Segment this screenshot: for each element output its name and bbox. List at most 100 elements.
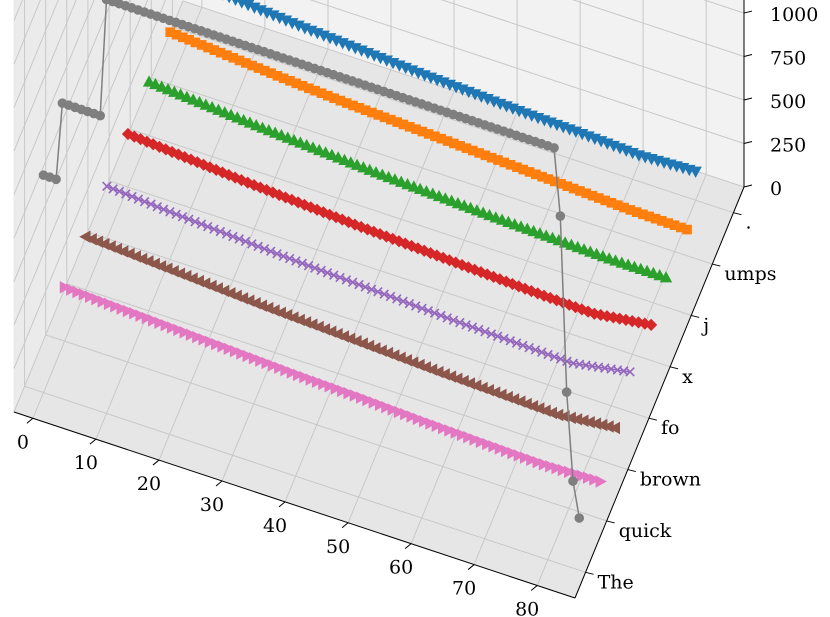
x-tick-mark <box>89 438 97 445</box>
data-point <box>161 83 175 95</box>
data-point <box>342 216 355 229</box>
data-point <box>274 361 286 374</box>
data-point <box>322 268 333 278</box>
data-point <box>361 223 374 236</box>
data-point <box>456 428 469 442</box>
data-point <box>310 203 324 216</box>
data-point <box>392 294 402 304</box>
data-point <box>360 282 371 292</box>
data-point <box>495 213 509 225</box>
data-point <box>455 317 465 328</box>
x-tick-label: 10 <box>74 452 98 474</box>
data-point <box>59 281 72 294</box>
data-point <box>259 244 270 254</box>
data-point <box>615 256 629 268</box>
data-point <box>561 387 572 397</box>
data-point <box>250 118 263 131</box>
y-tick-mark <box>733 212 742 216</box>
data-point <box>609 254 622 266</box>
data-point <box>185 328 198 341</box>
y-tick-label: umps <box>724 263 776 285</box>
data-point <box>531 287 544 300</box>
grid-line-z <box>13 0 95 195</box>
x-tick-mark <box>404 543 412 550</box>
data-point <box>128 130 141 143</box>
data-point <box>596 250 610 262</box>
data-point <box>410 301 421 311</box>
data-point <box>152 201 163 212</box>
data-point <box>280 363 292 377</box>
data-point <box>297 258 308 269</box>
data-point <box>546 231 559 244</box>
data-point <box>407 180 421 192</box>
data-point <box>354 279 364 290</box>
data-point <box>500 275 513 288</box>
data-point <box>324 380 336 393</box>
grid-line-z <box>13 0 745 282</box>
x-tick-label: 60 <box>389 557 413 579</box>
data-point <box>362 393 374 407</box>
x-tick-mark <box>26 417 34 424</box>
data-point <box>236 347 248 360</box>
data-point <box>146 199 156 209</box>
data-point <box>463 430 475 444</box>
y-tick-label: . <box>745 212 751 234</box>
data-point <box>91 292 103 306</box>
data-point <box>373 287 383 297</box>
data-point <box>165 207 175 217</box>
data-point <box>476 206 490 218</box>
data-point <box>368 396 380 409</box>
data-point <box>234 234 244 244</box>
data-point <box>204 335 217 348</box>
data-point <box>299 370 311 384</box>
data-point <box>335 272 345 283</box>
data-point <box>489 211 503 223</box>
data-point <box>199 98 213 110</box>
x-tick-mark <box>278 501 286 508</box>
data-point <box>551 461 563 475</box>
data-point <box>330 382 343 395</box>
data-point <box>458 199 471 211</box>
data-point <box>423 305 434 316</box>
data-point <box>135 309 147 322</box>
data-point <box>451 197 465 209</box>
data-point <box>470 204 484 216</box>
data-point <box>231 111 244 123</box>
data-point <box>577 243 591 255</box>
data-point <box>186 93 200 105</box>
data-point <box>404 298 415 309</box>
data-point <box>253 241 263 252</box>
data-point <box>625 367 635 377</box>
data-point <box>502 215 515 228</box>
data-point <box>564 465 576 479</box>
data-point <box>141 311 153 325</box>
data-point <box>449 256 462 269</box>
data-point <box>379 289 389 299</box>
data-point <box>512 280 525 293</box>
data-point <box>376 168 389 180</box>
data-point <box>84 290 97 303</box>
data-point <box>243 116 257 128</box>
data-point <box>329 270 339 280</box>
data-point <box>197 158 210 171</box>
series-j-line <box>142 75 673 283</box>
data-point <box>347 277 358 288</box>
data-point <box>653 268 666 281</box>
data-point <box>431 419 443 433</box>
data-point <box>537 289 551 302</box>
data-point <box>511 338 522 348</box>
data-point <box>417 303 427 314</box>
data-point <box>190 216 200 227</box>
data-point <box>255 354 267 367</box>
y-tick-label: x <box>682 366 693 388</box>
data-point <box>267 359 280 372</box>
x-tick-mark <box>152 459 160 466</box>
y-tick-mark <box>669 366 679 370</box>
data-point <box>298 198 311 211</box>
data-point <box>469 433 481 446</box>
data-point <box>659 271 673 283</box>
y-tick-mark <box>712 263 721 267</box>
data-point <box>140 135 153 148</box>
data-point <box>483 208 496 221</box>
data-point <box>462 261 475 274</box>
